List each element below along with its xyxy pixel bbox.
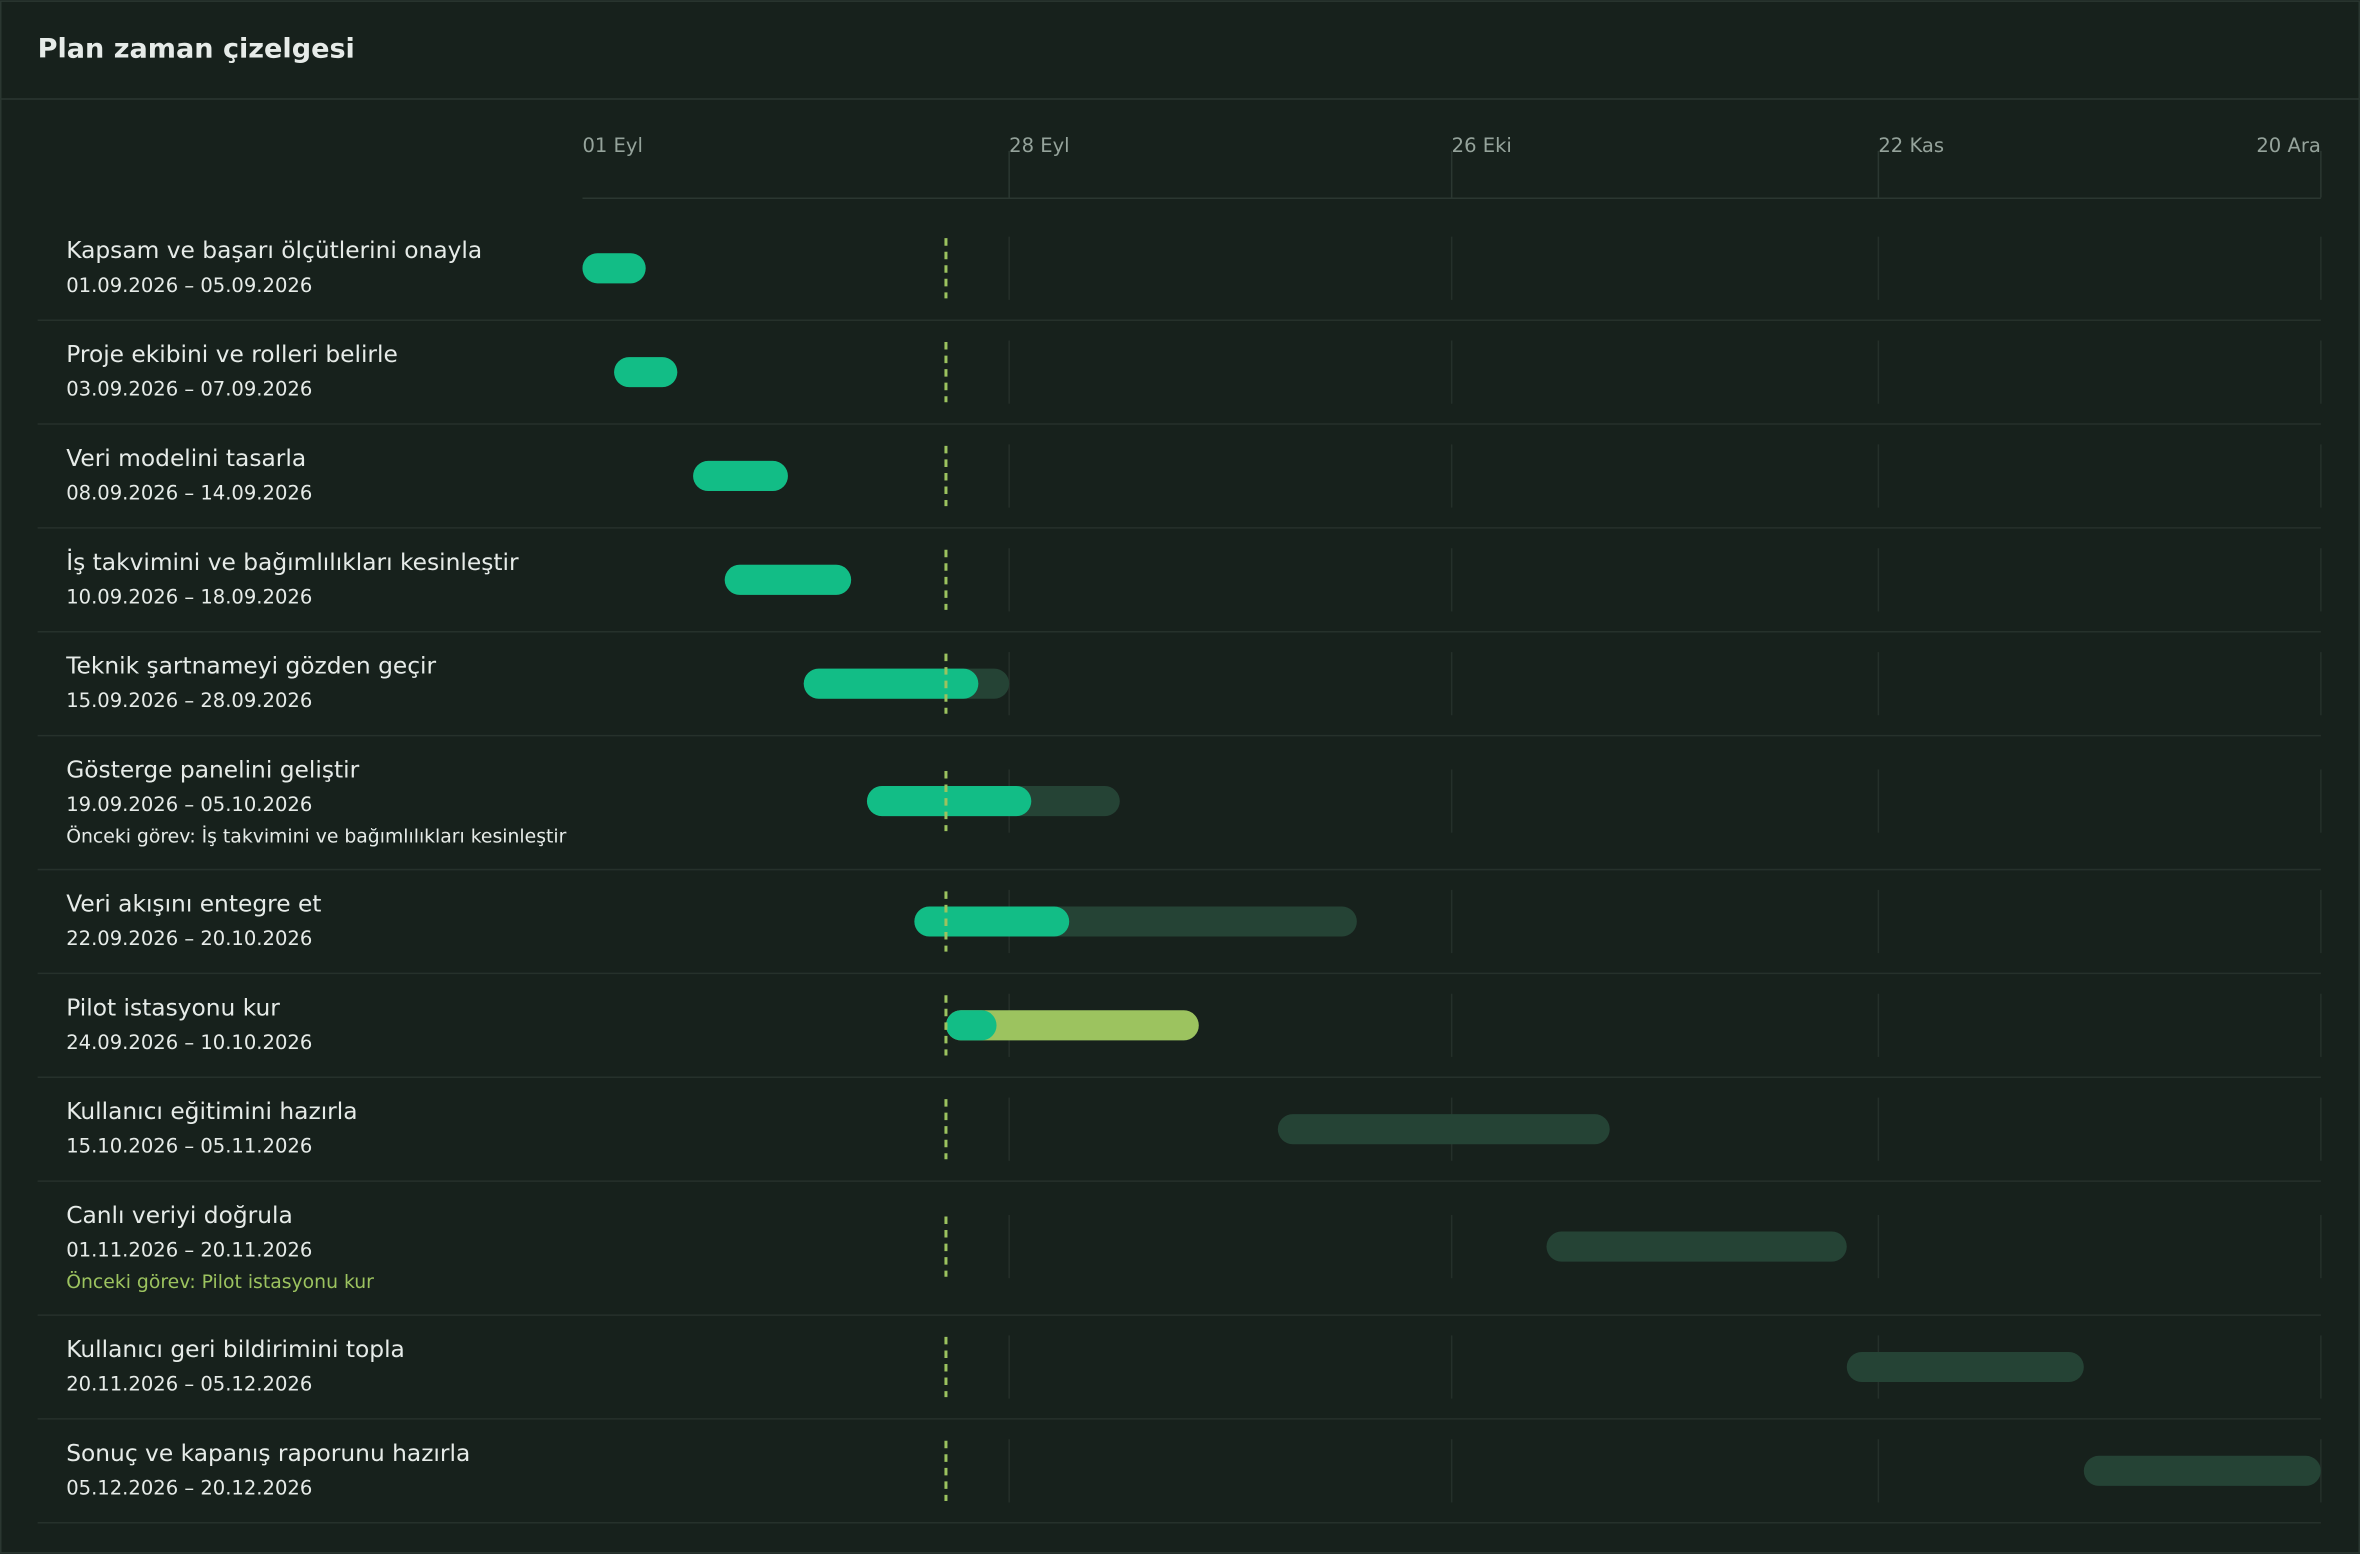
axis-tick-label: 26 Eki xyxy=(1452,134,1512,157)
task-name: Kullanıcı geri bildirimini topla xyxy=(66,1336,405,1363)
task-progress xyxy=(614,357,678,388)
task-dates: 03.09.2026 – 07.09.2026 xyxy=(66,378,312,401)
task-name: Kullanıcı eğitimini hazırla xyxy=(66,1098,357,1125)
task-dates: 20.11.2026 – 05.12.2026 xyxy=(66,1373,312,1396)
task-name: Pilot istasyonu kur xyxy=(66,994,280,1021)
task-name: Veri akışını entegre et xyxy=(66,890,321,917)
task-progress xyxy=(803,668,979,699)
task-name: İş takvimini ve bağımlılıkları kesinleşt… xyxy=(66,548,519,576)
task-track xyxy=(1546,1231,1847,1262)
task-name: Canlı veriyi doğrula xyxy=(66,1202,293,1229)
task-progress xyxy=(724,564,852,595)
task-dates: 15.10.2026 – 05.11.2026 xyxy=(66,1135,312,1158)
task-predecessor: Önceki görev: Pilot istasyonu kur xyxy=(66,1270,374,1293)
task-track xyxy=(2083,1455,2321,1486)
task-progress xyxy=(866,786,1032,817)
task-progress xyxy=(582,253,646,284)
task-dates: 24.09.2026 – 10.10.2026 xyxy=(66,1031,312,1054)
task-dates: 19.09.2026 – 05.10.2026 xyxy=(66,793,312,816)
task-name: Kapsam ve başarı ölçütlerini onayla xyxy=(66,237,482,264)
task-progress xyxy=(914,906,1070,937)
axis-tick-label: 22 Kas xyxy=(1878,134,1944,157)
task-dates: 10.09.2026 – 18.09.2026 xyxy=(66,585,312,608)
task-name: Veri modelini tasarla xyxy=(66,445,306,472)
task-dates: 08.09.2026 – 14.09.2026 xyxy=(66,482,312,505)
axis-tick-label: 20 Ara xyxy=(2256,134,2320,157)
task-dates: 22.09.2026 – 20.10.2026 xyxy=(66,927,312,950)
task-track xyxy=(1277,1114,1610,1145)
task-predecessor: Önceki görev: İş takvimini ve bağımlılık… xyxy=(66,825,566,848)
task-dates: 01.11.2026 – 20.11.2026 xyxy=(66,1239,312,1262)
task-name: Gösterge panelini geliştir xyxy=(66,756,359,783)
axis-tick-label: 01 Eyl xyxy=(582,134,642,157)
task-track xyxy=(1846,1351,2084,1383)
task-name: Sonuç ve kapanış raporunu hazırla xyxy=(66,1440,470,1467)
task-progress xyxy=(945,1010,997,1041)
task-dates: 15.09.2026 – 28.09.2026 xyxy=(66,689,312,712)
task-track xyxy=(945,1010,1199,1041)
task-name: Teknik şartnameyi gözden geçir xyxy=(65,653,436,680)
task-progress xyxy=(693,460,788,492)
panel-title: Plan zaman çizelgesi xyxy=(38,34,355,65)
task-dates: 01.09.2026 – 05.09.2026 xyxy=(66,274,312,297)
task-dates: 05.12.2026 – 20.12.2026 xyxy=(66,1476,312,1499)
axis-tick-label: 28 Eyl xyxy=(1009,134,1069,157)
task-name: Proje ekibini ve rolleri belirle xyxy=(66,341,398,368)
